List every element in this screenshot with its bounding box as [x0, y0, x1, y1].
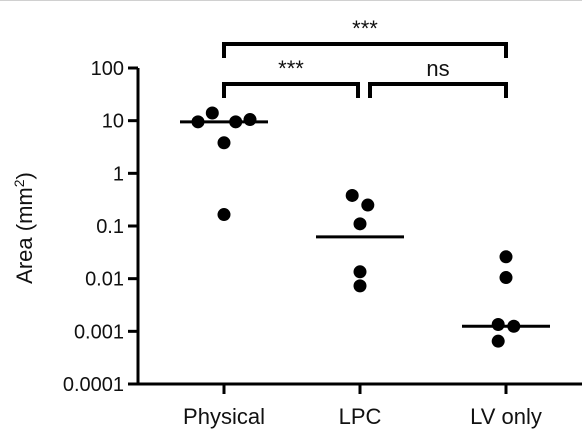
y-axis-title: Area (mm2) — [11, 172, 37, 284]
comparison-bracket — [368, 82, 508, 98]
axes: 0.0001 0.001 0.01 0.1 1 10 100 Physical LPC LV on… — [63, 58, 582, 429]
data-point — [345, 188, 359, 202]
y-axis-title-superscript: 2 — [11, 179, 27, 187]
y-axis-title-close: ) — [12, 172, 37, 179]
x-category-label: LPC — [339, 404, 382, 429]
data-point — [499, 250, 513, 264]
y-tick-label: 100 — [91, 58, 124, 80]
data-point — [243, 113, 257, 127]
comparison-bracket — [222, 82, 360, 98]
y-tick-label: 0.001 — [74, 321, 124, 343]
y-tick-label: 1 — [113, 163, 124, 185]
significance-label: *** — [352, 16, 378, 41]
data-point — [205, 106, 219, 120]
data-point — [353, 265, 367, 279]
comparison-bracket — [222, 42, 508, 58]
data-point — [353, 279, 367, 293]
x-category-label: LV only — [470, 404, 542, 429]
y-tick-label: 0.0001 — [63, 374, 124, 396]
significance-label: *** — [278, 56, 304, 81]
data-point — [491, 334, 505, 348]
data-point — [191, 115, 205, 129]
y-tick-label: 0.01 — [85, 269, 124, 291]
x-category-label: Physical — [183, 404, 265, 429]
y-axis-title-text: Area (mm — [12, 187, 37, 284]
data-point — [217, 208, 231, 222]
data-point — [491, 317, 505, 331]
data-point — [229, 115, 243, 129]
data-point — [361, 198, 375, 212]
significance-brackets: *** ns *** — [222, 16, 508, 98]
marks — [180, 106, 550, 348]
data-point — [507, 319, 521, 333]
y-tick-label: 10 — [102, 111, 124, 133]
y-tick-label: 0.1 — [96, 216, 124, 238]
data-point — [353, 217, 367, 231]
data-point — [499, 271, 513, 285]
data-point — [217, 136, 231, 150]
significance-label: ns — [426, 56, 449, 81]
top-border — [0, 0, 582, 1]
